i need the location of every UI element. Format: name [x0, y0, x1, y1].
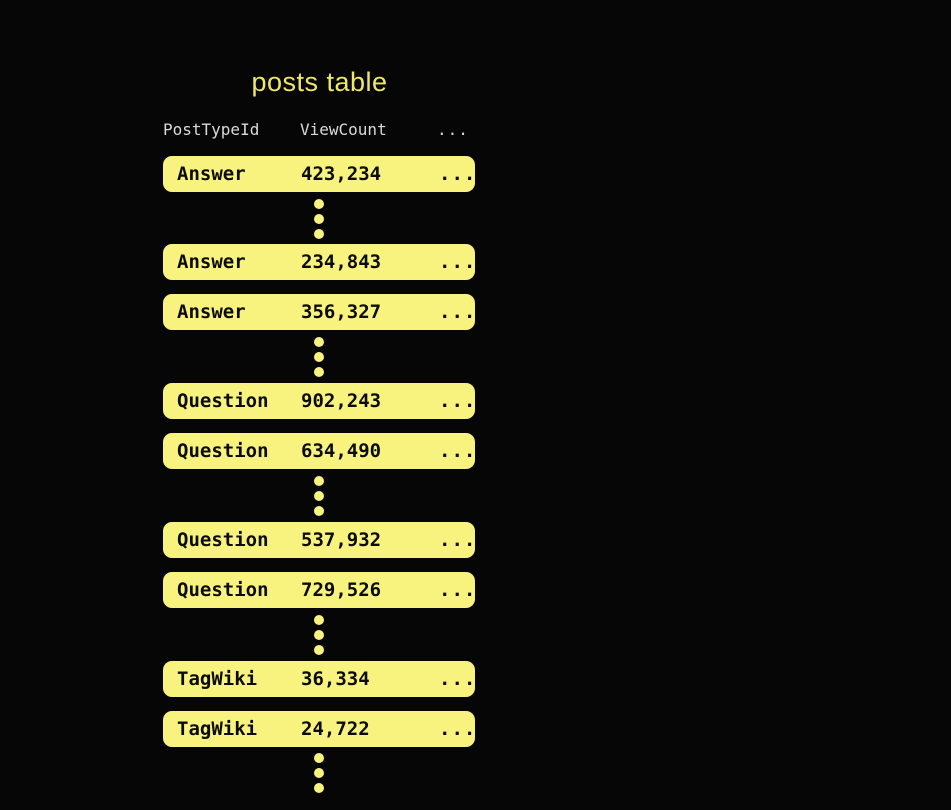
ellipsis-dot: [314, 615, 324, 625]
table-row: TagWiki 24,722 ...: [163, 711, 475, 747]
view-count-cell: 423,234: [301, 163, 382, 185]
post-type-cell: Question: [177, 440, 269, 462]
more-columns-cell: ...: [439, 301, 477, 323]
more-columns-cell: ...: [439, 390, 477, 412]
column-header-posttypeid: PostTypeId: [163, 120, 260, 139]
table-row: Question 729,526 ...: [163, 572, 475, 608]
ellipsis-dot: [314, 491, 324, 501]
ellipsis-dot: [314, 753, 324, 763]
ellipsis-dot: [314, 506, 324, 516]
table-row: Question 634,490 ...: [163, 433, 475, 469]
post-type-cell: TagWiki: [177, 718, 258, 740]
ellipsis-dot: [314, 645, 324, 655]
view-count-cell: 634,490: [301, 440, 382, 462]
more-columns-cell: ...: [439, 718, 477, 740]
view-count-cell: 234,843: [301, 251, 382, 273]
diagram-title: posts table: [251, 67, 388, 97]
row-ellipsis: [163, 199, 475, 239]
ellipsis-dot: [314, 367, 324, 377]
more-columns-cell: ...: [439, 668, 477, 690]
row-ellipsis: [163, 476, 475, 516]
table-row: Question 902,243 ...: [163, 383, 475, 419]
post-type-cell: TagWiki: [177, 668, 258, 690]
post-type-cell: Question: [177, 579, 269, 601]
more-columns-cell: ...: [439, 529, 477, 551]
view-count-cell: 356,327: [301, 301, 382, 323]
table-row: Question 537,932 ...: [163, 522, 475, 558]
post-type-cell: Question: [177, 390, 269, 412]
post-type-cell: Answer: [177, 163, 246, 185]
ellipsis-dot: [314, 199, 324, 209]
view-count-cell: 24,722: [301, 718, 370, 740]
more-columns-cell: ...: [439, 440, 477, 462]
row-ellipsis: [163, 753, 475, 793]
ellipsis-dot: [314, 783, 324, 793]
more-columns-cell: ...: [439, 251, 477, 273]
view-count-cell: 729,526: [301, 579, 382, 601]
ellipsis-dot: [314, 352, 324, 362]
more-columns-cell: ...: [439, 579, 477, 601]
table-row: Answer 234,843 ...: [163, 244, 475, 280]
table-row: TagWiki 36,334 ...: [163, 661, 475, 697]
post-type-cell: Answer: [177, 251, 246, 273]
column-header-row: PostTypeId ViewCount ...: [163, 121, 476, 139]
ellipsis-dot: [314, 630, 324, 640]
column-header-more: ...: [437, 120, 469, 139]
post-type-cell: Answer: [177, 301, 246, 323]
view-count-cell: 537,932: [301, 529, 382, 551]
column-header-viewcount: ViewCount: [300, 120, 387, 139]
view-count-cell: 902,243: [301, 390, 382, 412]
table-row: Answer 356,327 ...: [163, 294, 475, 330]
row-ellipsis: [163, 337, 475, 377]
row-ellipsis: [163, 615, 475, 655]
post-type-cell: Question: [177, 529, 269, 551]
more-columns-cell: ...: [439, 163, 477, 185]
ellipsis-dot: [314, 476, 324, 486]
ellipsis-dot: [314, 768, 324, 778]
ellipsis-dot: [314, 337, 324, 347]
ellipsis-dot: [314, 214, 324, 224]
ellipsis-dot: [314, 229, 324, 239]
view-count-cell: 36,334: [301, 668, 370, 690]
table-row: Answer 423,234 ...: [163, 156, 475, 192]
